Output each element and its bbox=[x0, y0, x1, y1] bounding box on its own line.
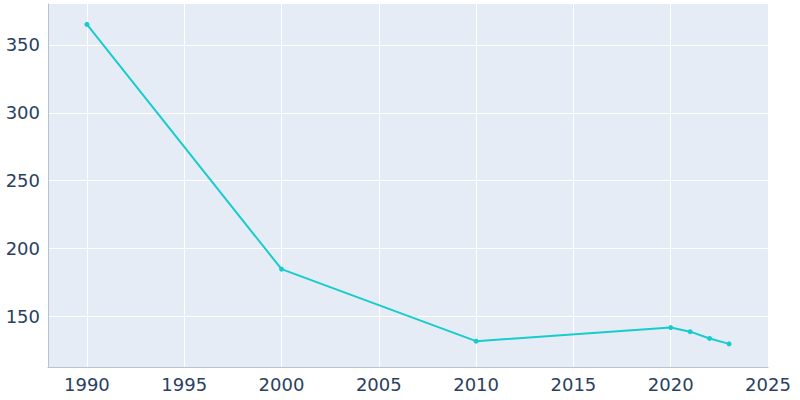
svg-text:2000: 2000 bbox=[259, 374, 305, 395]
svg-text:150: 150 bbox=[6, 306, 40, 327]
svg-text:300: 300 bbox=[6, 102, 40, 123]
svg-text:1990: 1990 bbox=[64, 374, 110, 395]
svg-text:2025: 2025 bbox=[745, 374, 791, 395]
svg-text:1995: 1995 bbox=[161, 374, 207, 395]
svg-text:2020: 2020 bbox=[648, 374, 694, 395]
svg-text:2005: 2005 bbox=[356, 374, 402, 395]
svg-text:2015: 2015 bbox=[550, 374, 596, 395]
svg-text:200: 200 bbox=[6, 238, 40, 259]
svg-text:2010: 2010 bbox=[453, 374, 499, 395]
svg-text:250: 250 bbox=[6, 170, 40, 191]
svg-text:350: 350 bbox=[6, 34, 40, 55]
